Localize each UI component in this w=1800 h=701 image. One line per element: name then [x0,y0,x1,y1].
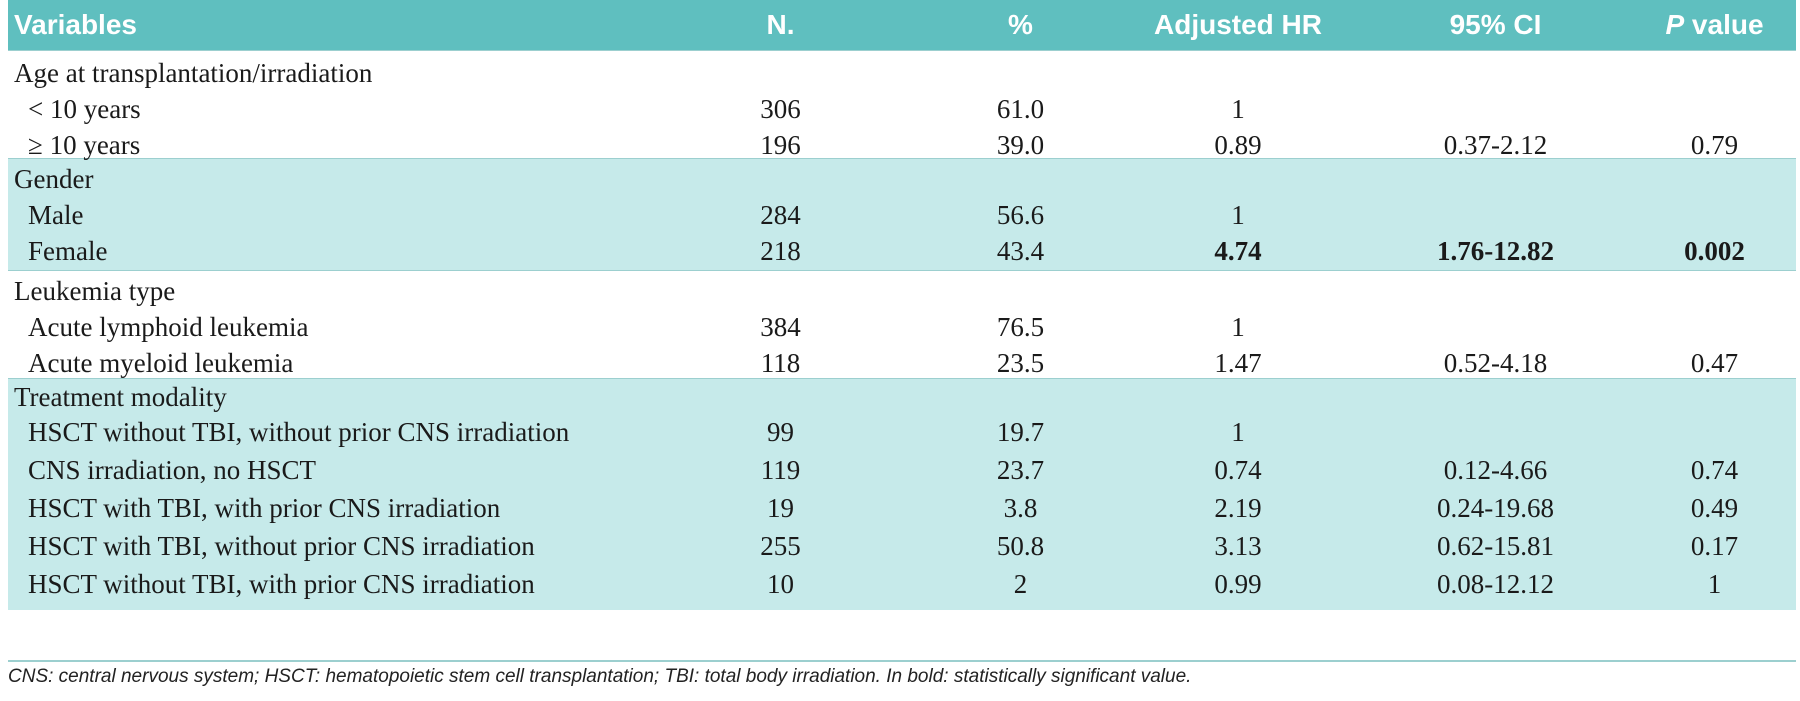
row-hr: 2.19 [1214,492,1262,523]
row-hr: 0.74 [1214,454,1262,485]
table-row: Acute myeloid leukemia 118 23.5 1.47 0.5… [8,345,1796,381]
row-ci: 0.08-12.12 [1437,568,1554,599]
table-footnote: CNS: central nervous system; HSCT: hemat… [8,666,1192,687]
row-label: HSCT without TBI, with prior CNS irradia… [28,568,535,599]
header-n: N. [766,9,795,40]
table-row: < 10 years 306 61.0 1 [8,91,1796,127]
row-pct: 61.0 [996,93,1045,124]
row-pct: 2 [1013,568,1028,599]
group-treatment-modality: Treatment modality HSCT without TBI, wit… [8,378,1796,610]
table-header: Variables N. % Adjusted HR 95% CI P valu… [8,0,1796,50]
header-p-letter: P [1665,9,1685,40]
row-pct: 19.7 [996,416,1045,447]
row-ci: 0.52-4.18 [1443,347,1548,378]
row-hr: 1 [1231,199,1245,230]
group-title: Leukemia type [14,275,176,306]
group-title: Treatment modality [14,381,227,412]
row-ci: 0.24-19.68 [1437,492,1554,523]
row-pct: 50.8 [996,530,1045,561]
row-label: Acute lymphoid leukemia [28,311,309,342]
row-pct: 23.7 [996,454,1045,485]
header-ci: 95% CI [1449,9,1542,40]
row-n: 10 [767,568,794,599]
table-row: Acute lymphoid leukemia 384 76.5 1 [8,309,1796,345]
row-hr: 1 [1231,311,1245,342]
row-p: 0.47 [1690,347,1739,378]
row-p-significant: 0.002 [1684,235,1745,266]
table-bottom-rule [8,660,1796,662]
table-row: HSCT with TBI, with prior CNS irradiatio… [8,489,1796,527]
row-p: 0.49 [1690,492,1739,523]
row-n: 118 [760,347,801,378]
row-hr: 3.13 [1214,530,1262,561]
table-row: HSCT without TBI, with prior CNS irradia… [8,565,1796,603]
group-title: Age at transplantation/irradiation [14,57,373,88]
row-label: HSCT with TBI, without prior CNS irradia… [28,530,535,561]
hr-table: Variables N. % Adjusted HR 95% CI P valu… [8,0,1796,610]
group-title-row: Leukemia type [8,273,1796,309]
row-p: 1 [1707,568,1722,599]
table-row: HSCT with TBI, without prior CNS irradia… [8,527,1796,565]
row-ci-significant: 1.76-12.82 [1437,235,1554,266]
row-label: ≥ 10 years [28,129,141,160]
row-label: HSCT with TBI, with prior CNS irradiatio… [28,492,501,523]
header-p-suffix: value [1684,9,1764,40]
group-title: Gender [14,163,94,194]
row-label: HSCT without TBI, without prior CNS irra… [28,416,570,447]
table-row: HSCT without TBI, without prior CNS irra… [8,413,1796,451]
group-title-row: Treatment modality [8,381,1796,413]
header-variables: Variables [14,9,137,40]
row-label: < 10 years [28,93,141,124]
row-p: 0.79 [1690,129,1739,160]
row-hr-significant: 4.74 [1214,235,1262,266]
row-pct: 39.0 [996,129,1045,160]
row-n: 99 [767,416,794,447]
group-title-row: Age at transplantation/irradiation [8,55,1796,91]
group-leukemia-type: Leukemia type Acute lymphoid leukemia 38… [8,270,1796,378]
table-row: CNS irradiation, no HSCT 119 23.7 0.74 0… [8,451,1796,489]
row-pct: 3.8 [1003,492,1038,523]
row-p: 0.17 [1690,530,1739,561]
row-n: 119 [760,454,801,485]
row-ci: 0.62-15.81 [1437,530,1554,561]
row-n: 19 [767,492,794,523]
row-hr: 0.99 [1214,568,1262,599]
table-row: Male 284 56.6 1 [8,197,1796,233]
header-pct: % [1008,9,1033,40]
row-ci: 0.37-2.12 [1443,129,1548,160]
row-pct: 76.5 [996,311,1045,342]
table-row: ≥ 10 years 196 39.0 0.89 0.37-2.12 0.79 [8,127,1796,163]
row-label: Acute myeloid leukemia [28,347,294,378]
row-label: CNS irradiation, no HSCT [28,454,316,485]
group-title-row: Gender [8,161,1796,197]
row-hr: 1.47 [1214,347,1262,378]
row-n: 284 [760,199,801,230]
row-ci: 0.12-4.66 [1443,454,1548,485]
header-hr: Adjusted HR [1154,9,1322,40]
row-n: 218 [760,235,801,266]
row-p: 0.74 [1690,454,1739,485]
row-pct: 43.4 [996,235,1045,266]
row-n: 306 [760,93,801,124]
row-pct: 56.6 [996,199,1045,230]
group-age: Age at transplantation/irradiation < 10 … [8,50,1796,160]
row-n: 196 [760,129,801,160]
group-gender: Gender Male 284 56.6 1 Female 218 43.4 4… [8,158,1796,270]
row-hr: 1 [1231,93,1245,124]
header-p-value: P value [1633,9,1796,41]
row-pct: 23.5 [996,347,1045,378]
row-hr: 1 [1231,416,1245,447]
table-row: Female 218 43.4 4.74 1.76-12.82 0.002 [8,233,1796,269]
row-label: Male [28,199,84,230]
row-hr: 0.89 [1214,129,1262,160]
row-n: 384 [760,311,801,342]
row-n: 255 [760,530,801,561]
row-label: Female [28,235,108,266]
